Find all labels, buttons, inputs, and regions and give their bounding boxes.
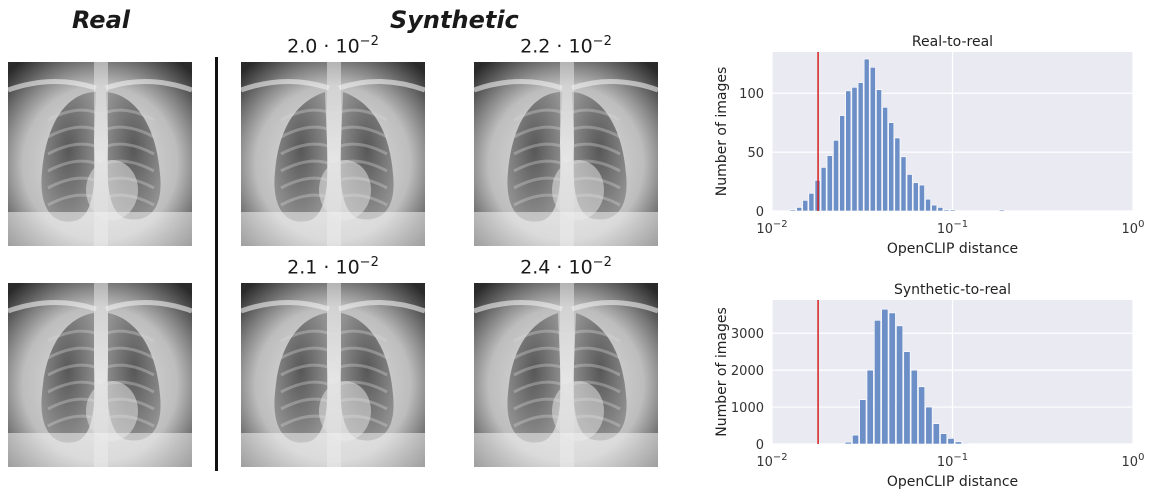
histogram-bar (882, 107, 888, 212)
synthetic-xray-image (241, 283, 425, 467)
histogram-bar (903, 351, 911, 445)
synthetic-xray-image (241, 62, 425, 246)
histogram-bar (910, 369, 918, 445)
histogram-bar (820, 167, 827, 212)
histogram-bar (874, 320, 881, 445)
histogram-bar (925, 406, 933, 445)
x-tick-label: 10−2 (756, 452, 787, 470)
x-axis-label: OpenCLIP distance (887, 474, 1018, 490)
x-tick-label: 100 (1122, 219, 1145, 237)
real-xray-image (8, 62, 192, 246)
histogram-bar (962, 442, 970, 445)
real-to-real-histogram: 0 50 100 10−2 10−1 100 Real-to-real OpenCLIP di… (714, 34, 1145, 257)
histogram-bar (857, 82, 864, 212)
y-tick-label: 2000 (731, 364, 764, 379)
y-tick-label: 3000 (731, 327, 764, 342)
histogram-bar (943, 209, 950, 212)
y-tick-label: 1000 (731, 401, 764, 416)
column-divider (215, 57, 218, 471)
histogram-bar (949, 209, 956, 212)
real-column-heading: Real (72, 6, 130, 34)
synthetic-xray-image (474, 62, 658, 246)
histogram-bar (863, 58, 870, 212)
histogram-bar (919, 184, 925, 212)
histogram-bar (845, 90, 852, 212)
histogram-bar (826, 155, 833, 212)
synthetic-distance-label: 2.0 · 10−2 (287, 34, 379, 58)
synthetic-distance-label: 2.2 · 10−2 (520, 34, 612, 58)
histogram-bar (808, 193, 815, 212)
x-tick-label: 10−1 (937, 452, 968, 470)
synthetic-to-real-histogram: 0 1000 2000 3000 10−2 10−1 100 Synthetic-to-rea… (714, 282, 1145, 490)
histogram-bar (888, 122, 895, 212)
histogram-bar (931, 204, 938, 212)
histogram-bar (896, 325, 904, 445)
y-tick-label: 0 (756, 438, 764, 453)
histogram-bar (906, 174, 913, 212)
histogram-bar (937, 207, 944, 212)
histogram-bar (876, 89, 882, 212)
histogram-bar (833, 140, 839, 212)
histogram-bar (925, 198, 931, 212)
histogram-bar (881, 308, 889, 445)
x-tick-label: 100 (1122, 452, 1145, 470)
y-tick-label: 100 (739, 87, 764, 102)
histogram-bar (852, 434, 859, 445)
histogram-bar (839, 115, 845, 212)
histogram-bar (844, 441, 852, 445)
x-tick-label: 10−1 (937, 219, 968, 237)
histogram-bar (900, 156, 907, 212)
synthetic-distance-label: 2.1 · 10−2 (287, 255, 379, 279)
chart-title: Real-to-real (912, 34, 993, 50)
synthetic-xray-image (474, 283, 658, 467)
histogram-bar (912, 182, 919, 212)
histogram-bar (954, 441, 962, 445)
histogram-bar (869, 67, 876, 212)
y-tick-label: 50 (747, 146, 764, 161)
y-tick-label: 0 (756, 205, 764, 220)
histogram-bar (894, 137, 901, 212)
histogram-bar (998, 209, 1005, 212)
histogram-bar (947, 438, 955, 445)
y-axis-label: Number of images (714, 307, 730, 437)
histogram-bar (888, 312, 896, 445)
histogram-bar (859, 399, 867, 445)
real-xray-image (8, 283, 192, 467)
histogram-bar (802, 200, 809, 212)
synthetic-distance-label: 2.4 · 10−2 (520, 255, 612, 279)
histogram-bar (940, 433, 948, 445)
histogram-bar (932, 423, 940, 445)
histogram-bar (918, 386, 926, 445)
synthetic-column-heading: Synthetic (390, 6, 519, 34)
y-axis-label: Number of images (714, 67, 730, 197)
histogram-bar (851, 87, 858, 212)
histogram-bar (866, 369, 874, 445)
chart-title: Synthetic-to-real (894, 282, 1011, 298)
x-tick-label: 10−2 (756, 219, 787, 237)
x-axis-label: OpenCLIP distance (887, 241, 1018, 257)
histogram-bar (789, 209, 796, 212)
histogram-bar (796, 207, 803, 212)
